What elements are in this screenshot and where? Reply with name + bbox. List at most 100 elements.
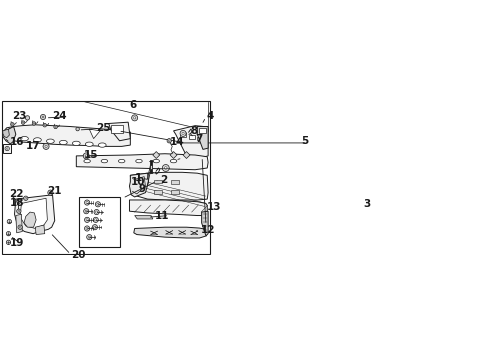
Ellipse shape	[34, 138, 41, 142]
Polygon shape	[3, 125, 130, 147]
Text: 14: 14	[170, 137, 184, 147]
Polygon shape	[134, 227, 207, 238]
Text: 23: 23	[12, 111, 26, 121]
Circle shape	[86, 202, 88, 204]
Text: 3: 3	[363, 199, 370, 209]
Circle shape	[49, 192, 51, 193]
Circle shape	[43, 123, 46, 127]
Circle shape	[55, 126, 56, 127]
Text: 12: 12	[200, 225, 214, 235]
Ellipse shape	[84, 159, 90, 163]
Text: 8: 8	[189, 126, 197, 136]
Text: 15: 15	[83, 150, 98, 160]
Circle shape	[23, 196, 28, 201]
Circle shape	[17, 209, 21, 213]
Circle shape	[84, 200, 89, 205]
Circle shape	[25, 116, 30, 120]
Polygon shape	[89, 129, 100, 139]
Text: 20: 20	[71, 250, 85, 260]
Circle shape	[76, 127, 79, 131]
Circle shape	[94, 226, 96, 228]
Text: 1: 1	[134, 174, 142, 183]
Circle shape	[5, 147, 9, 151]
Circle shape	[95, 219, 97, 221]
Circle shape	[162, 165, 169, 171]
Polygon shape	[129, 200, 207, 216]
Ellipse shape	[72, 141, 80, 145]
Polygon shape	[15, 195, 55, 234]
Text: 6: 6	[129, 100, 137, 110]
Bar	[171, 190, 179, 194]
Ellipse shape	[98, 143, 106, 147]
Text: 11: 11	[154, 211, 169, 221]
Polygon shape	[24, 212, 36, 227]
Bar	[149, 165, 152, 169]
Polygon shape	[76, 154, 208, 170]
Polygon shape	[3, 126, 16, 144]
Circle shape	[41, 114, 45, 120]
Polygon shape	[173, 126, 208, 158]
Ellipse shape	[85, 142, 93, 147]
Circle shape	[83, 208, 89, 214]
Circle shape	[168, 140, 170, 141]
Circle shape	[167, 139, 171, 143]
Text: 19: 19	[9, 238, 23, 248]
Circle shape	[133, 117, 136, 119]
Text: 13: 13	[207, 202, 221, 212]
Bar	[111, 125, 123, 134]
Ellipse shape	[170, 159, 177, 163]
Circle shape	[6, 148, 8, 149]
Polygon shape	[152, 152, 160, 158]
Circle shape	[97, 203, 99, 205]
Circle shape	[18, 201, 20, 202]
Circle shape	[164, 167, 167, 169]
Bar	[3, 144, 12, 153]
Circle shape	[86, 228, 88, 230]
Circle shape	[84, 217, 89, 222]
Text: 4: 4	[206, 111, 213, 121]
Bar	[79, 197, 120, 247]
Circle shape	[84, 226, 89, 231]
Circle shape	[18, 225, 22, 229]
Ellipse shape	[118, 159, 124, 163]
Polygon shape	[3, 129, 9, 138]
Circle shape	[11, 123, 14, 126]
Circle shape	[95, 202, 101, 207]
Polygon shape	[197, 126, 208, 149]
Text: 22: 22	[9, 189, 24, 199]
Circle shape	[22, 122, 24, 123]
Circle shape	[7, 219, 12, 224]
Circle shape	[25, 197, 26, 199]
Circle shape	[54, 125, 57, 129]
Text: 25: 25	[96, 123, 110, 133]
Circle shape	[94, 210, 99, 215]
Circle shape	[182, 132, 184, 135]
Circle shape	[95, 211, 98, 213]
Circle shape	[88, 236, 90, 238]
Text: 24: 24	[52, 111, 66, 121]
Ellipse shape	[46, 139, 54, 143]
Polygon shape	[16, 214, 22, 233]
Text: 5: 5	[301, 136, 308, 146]
Ellipse shape	[60, 140, 67, 145]
Text: 18: 18	[9, 198, 24, 208]
Text: 16: 16	[9, 137, 24, 147]
Circle shape	[6, 240, 11, 244]
Circle shape	[42, 116, 44, 118]
Text: 9: 9	[138, 184, 145, 194]
Circle shape	[85, 155, 87, 157]
Circle shape	[85, 210, 87, 212]
Bar	[198, 128, 206, 134]
Circle shape	[45, 145, 47, 148]
Text: 2: 2	[160, 175, 166, 185]
Bar	[171, 180, 179, 184]
Circle shape	[19, 226, 21, 228]
Circle shape	[83, 153, 89, 159]
Polygon shape	[35, 225, 45, 235]
Bar	[154, 180, 162, 183]
Polygon shape	[130, 172, 208, 200]
Text: 21: 21	[47, 186, 62, 196]
Ellipse shape	[101, 159, 107, 163]
Circle shape	[17, 199, 21, 203]
Circle shape	[33, 123, 35, 124]
